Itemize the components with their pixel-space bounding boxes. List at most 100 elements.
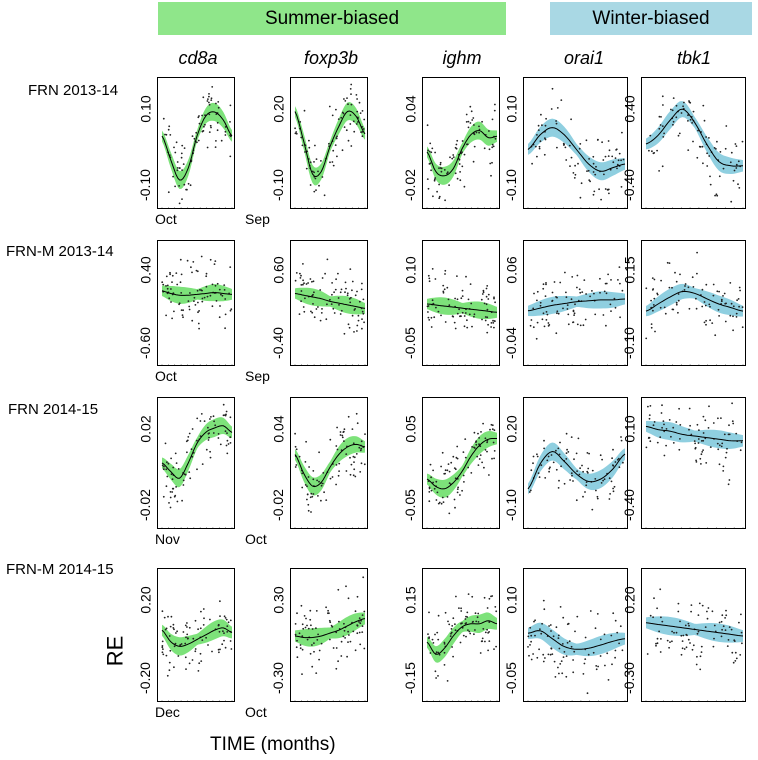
data-point [533, 292, 535, 295]
data-point [601, 141, 603, 144]
data-point [319, 319, 322, 322]
data-point [599, 291, 601, 294]
data-point [700, 463, 702, 465]
data-point [688, 407, 691, 410]
data-point [528, 654, 530, 657]
data-point [317, 633, 319, 636]
data-point [209, 456, 212, 459]
data-point [467, 126, 470, 129]
data-point [438, 653, 441, 656]
data-point [224, 646, 227, 649]
data-point [335, 483, 337, 486]
data-point [700, 645, 703, 648]
y-tick-label: 0.40 [621, 95, 638, 123]
panel-plot [294, 83, 366, 208]
data-point [486, 450, 488, 453]
data-point [493, 429, 496, 432]
data-point [460, 610, 463, 612]
data-point [171, 487, 174, 490]
data-point [310, 310, 312, 313]
data-point [596, 613, 599, 615]
data-point [728, 424, 730, 427]
data-point [621, 131, 623, 134]
trend-line [161, 425, 233, 479]
data-point [304, 151, 306, 153]
data-point [650, 326, 653, 329]
data-point [670, 435, 672, 438]
data-point [661, 125, 664, 127]
data-point [548, 625, 550, 627]
data-point [612, 464, 614, 467]
data-point [532, 326, 535, 329]
confidence-band [295, 612, 365, 647]
data-point [620, 159, 622, 162]
data-point [313, 650, 315, 653]
data-point [352, 120, 355, 123]
data-point [718, 315, 720, 317]
data-point [199, 652, 202, 655]
panel-orai1-row2 [523, 240, 628, 366]
data-point [461, 622, 463, 624]
data-point [218, 630, 221, 633]
data-point [165, 627, 168, 630]
data-point [578, 288, 581, 291]
data-point [612, 448, 614, 451]
data-point [562, 656, 565, 658]
data-point [611, 457, 613, 460]
data-point [731, 651, 734, 654]
data-point [659, 436, 662, 439]
data-point [161, 640, 164, 643]
data-point [608, 477, 611, 480]
data-point [456, 177, 459, 180]
data-point [684, 285, 686, 287]
data-point [444, 469, 447, 472]
data-point [426, 178, 429, 180]
data-point [169, 649, 172, 652]
data-point [200, 413, 203, 415]
data-point [204, 114, 206, 116]
data-point [315, 189, 317, 191]
data-point [452, 156, 455, 158]
data-point [181, 169, 183, 171]
data-point [486, 308, 489, 311]
data-point [732, 305, 735, 308]
data-point [672, 97, 675, 99]
data-point [709, 175, 711, 178]
data-point [700, 651, 703, 653]
data-point [331, 476, 334, 478]
data-point [481, 293, 484, 295]
data-point [697, 630, 700, 633]
data-point [656, 607, 658, 610]
data-point [653, 278, 656, 281]
data-point [451, 646, 453, 648]
data-point [492, 319, 494, 322]
data-point [671, 630, 673, 633]
data-point [175, 486, 177, 488]
data-point [469, 105, 472, 108]
data-point [355, 412, 358, 415]
data-point [492, 145, 495, 148]
data-point [224, 327, 226, 330]
data-point [186, 626, 188, 628]
data-point [212, 415, 215, 418]
data-point [180, 643, 183, 645]
data-point [733, 639, 736, 642]
data-point [448, 184, 450, 186]
data-point [618, 642, 620, 645]
data-point [612, 161, 615, 164]
data-point [347, 641, 349, 643]
data-point [223, 284, 226, 286]
data-point [354, 610, 357, 613]
data-point [310, 492, 313, 495]
data-point [306, 485, 308, 488]
data-point [303, 615, 306, 617]
data-point [732, 661, 735, 664]
data-point [347, 323, 350, 326]
data-point [567, 323, 570, 326]
data-point [464, 438, 467, 440]
data-point [309, 278, 312, 280]
data-point [451, 315, 454, 318]
data-point [493, 296, 495, 299]
data-point [492, 441, 495, 444]
data-point [671, 109, 674, 112]
